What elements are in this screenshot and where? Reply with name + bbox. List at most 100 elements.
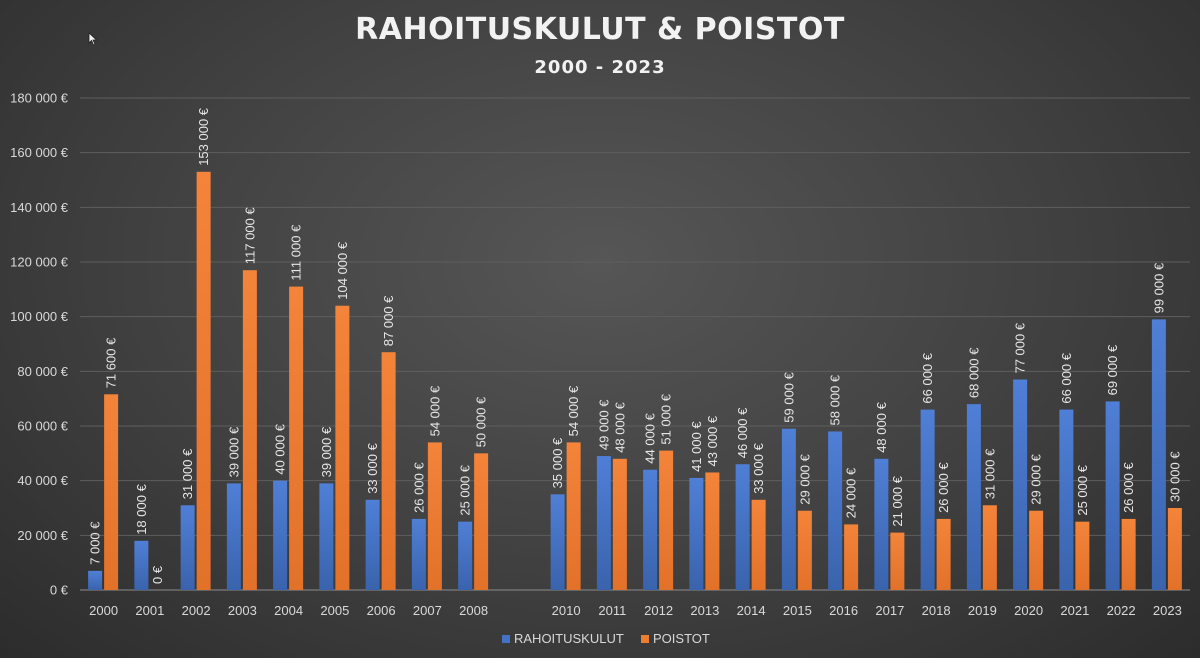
- legend-label-rahoituskulut: RAHOITUSKULUT: [514, 631, 624, 646]
- bar-poistot: [1121, 518, 1136, 590]
- y-axis: 0 € 20 000 € 40 000 € 60 000 € 80 000 € 100 0…: [10, 91, 69, 598]
- bar-poistot: [612, 458, 627, 590]
- bar-poistot: [242, 270, 257, 590]
- bars: [88, 171, 1182, 591]
- bar-rahoituskulut: [781, 428, 796, 590]
- bar-poistot: [1029, 510, 1044, 590]
- data-label: 21 000 €: [890, 475, 905, 526]
- data-label: 69 000 €: [1105, 344, 1120, 395]
- x-tick-label: 2002: [182, 603, 211, 618]
- y-tick-label: 160 000 €: [10, 145, 69, 160]
- data-label: 39 000 €: [226, 426, 241, 477]
- data-label: 104 000 €: [335, 241, 350, 300]
- bar-rahoituskulut: [1151, 319, 1166, 590]
- bar-rahoituskulut: [735, 464, 750, 590]
- data-label: 77 000 €: [1013, 322, 1028, 373]
- data-label: 31 000 €: [180, 448, 195, 499]
- y-tick-label: 80 000 €: [17, 364, 68, 379]
- data-label: 87 000 €: [381, 295, 396, 346]
- bar-poistot: [289, 286, 304, 590]
- bar-rahoituskulut: [828, 431, 843, 590]
- data-label: 68 000 €: [966, 347, 981, 398]
- bar-rahoituskulut: [226, 483, 241, 590]
- data-label: 43 000 €: [705, 415, 720, 466]
- x-tick-label: 2010: [552, 603, 581, 618]
- x-tick-label: 2018: [922, 603, 951, 618]
- bar-poistot: [705, 472, 720, 590]
- bar-poistot: [335, 305, 350, 590]
- bar-poistot: [751, 499, 766, 590]
- bar-rahoituskulut: [966, 404, 981, 590]
- x-tick-label: 2007: [413, 603, 442, 618]
- bar-poistot: [659, 450, 674, 590]
- bar-poistot: [566, 442, 581, 590]
- data-label: 111 000 €: [289, 224, 304, 281]
- x-tick-label: 2004: [274, 603, 303, 618]
- data-label: 50 000 €: [474, 396, 489, 447]
- bar-rahoituskulut: [180, 505, 195, 590]
- bar-poistot: [936, 518, 951, 590]
- bar-poistot: [427, 442, 442, 590]
- bar-poistot: [890, 532, 905, 590]
- bar-poistot: [797, 510, 812, 590]
- chart-subtitle: 2000 - 2023: [534, 57, 666, 78]
- data-label: 33 000 €: [751, 442, 766, 493]
- x-tick-label: 2008: [459, 603, 488, 618]
- data-label: 51 000 €: [659, 393, 674, 444]
- data-label: 25 000 €: [458, 464, 473, 515]
- x-tick-label: 2016: [829, 603, 858, 618]
- bar-rahoituskulut: [689, 477, 704, 590]
- legend-swatch-rahoituskulut: [502, 635, 510, 643]
- x-tick-label: 2003: [228, 603, 257, 618]
- data-label: 30 000 €: [1167, 451, 1182, 502]
- bar-rahoituskulut: [874, 458, 889, 590]
- x-tick-label: 2014: [737, 603, 766, 618]
- data-label: 99 000 €: [1151, 262, 1166, 313]
- data-label: 153 000 €: [196, 107, 211, 166]
- x-tick-label: 2022: [1107, 603, 1136, 618]
- data-label: 54 000 €: [427, 385, 442, 436]
- x-tick-label: 2012: [644, 603, 673, 618]
- data-label: 117 000 €: [242, 207, 257, 265]
- data-label: 0 €: [150, 565, 165, 584]
- data-labels: 7 000 € 71 600 € 18 000 € 0 € 31 000 € 153 00…: [88, 107, 1183, 584]
- bar-rahoituskulut: [319, 483, 334, 590]
- bar-poistot: [1167, 508, 1182, 590]
- bar-poistot: [381, 352, 396, 590]
- x-tick-label: 2023: [1153, 603, 1182, 618]
- y-tick-label: 180 000 €: [10, 91, 69, 106]
- y-tick-label: 120 000 €: [10, 255, 69, 270]
- data-label: 31 000 €: [982, 448, 997, 499]
- data-label: 71 600 €: [104, 337, 119, 388]
- bar-poistot: [1075, 521, 1090, 590]
- x-tick-label: 2000: [89, 603, 118, 618]
- grid-lines: [80, 97, 1190, 591]
- data-label: 33 000 €: [365, 442, 380, 493]
- x-axis: 2000 2001 2002 2003 2004 2005 2006 2007 2008 2010…: [89, 603, 1182, 618]
- bar-rahoituskulut: [458, 521, 473, 590]
- bar-rahoituskulut: [88, 570, 103, 590]
- data-label: 26 000 €: [1121, 462, 1136, 513]
- bar-rahoituskulut: [643, 469, 658, 590]
- bar-rahoituskulut: [1059, 409, 1074, 590]
- data-label: 48 000 €: [612, 401, 627, 452]
- data-label: 54 000 €: [566, 385, 581, 436]
- data-label: 58 000 €: [828, 374, 843, 425]
- data-label: 41 000 €: [689, 421, 704, 472]
- x-tick-label: 2019: [968, 603, 997, 618]
- bar-rahoituskulut: [1013, 379, 1028, 590]
- y-tick-label: 60 000 €: [17, 419, 68, 434]
- mouse-cursor-icon: [88, 32, 98, 46]
- x-tick-label: 2013: [690, 603, 719, 618]
- y-tick-label: 140 000 €: [10, 200, 69, 215]
- data-label: 66 000 €: [920, 352, 935, 403]
- x-tick-label: 2021: [1060, 603, 1089, 618]
- data-label: 18 000 €: [134, 483, 149, 534]
- data-label: 40 000 €: [273, 423, 288, 474]
- y-tick-label: 20 000 €: [17, 528, 68, 543]
- bar-poistot: [982, 505, 997, 590]
- data-label: 24 000 €: [844, 467, 859, 518]
- bar-rahoituskulut: [365, 499, 380, 590]
- bar-poistot: [844, 524, 859, 590]
